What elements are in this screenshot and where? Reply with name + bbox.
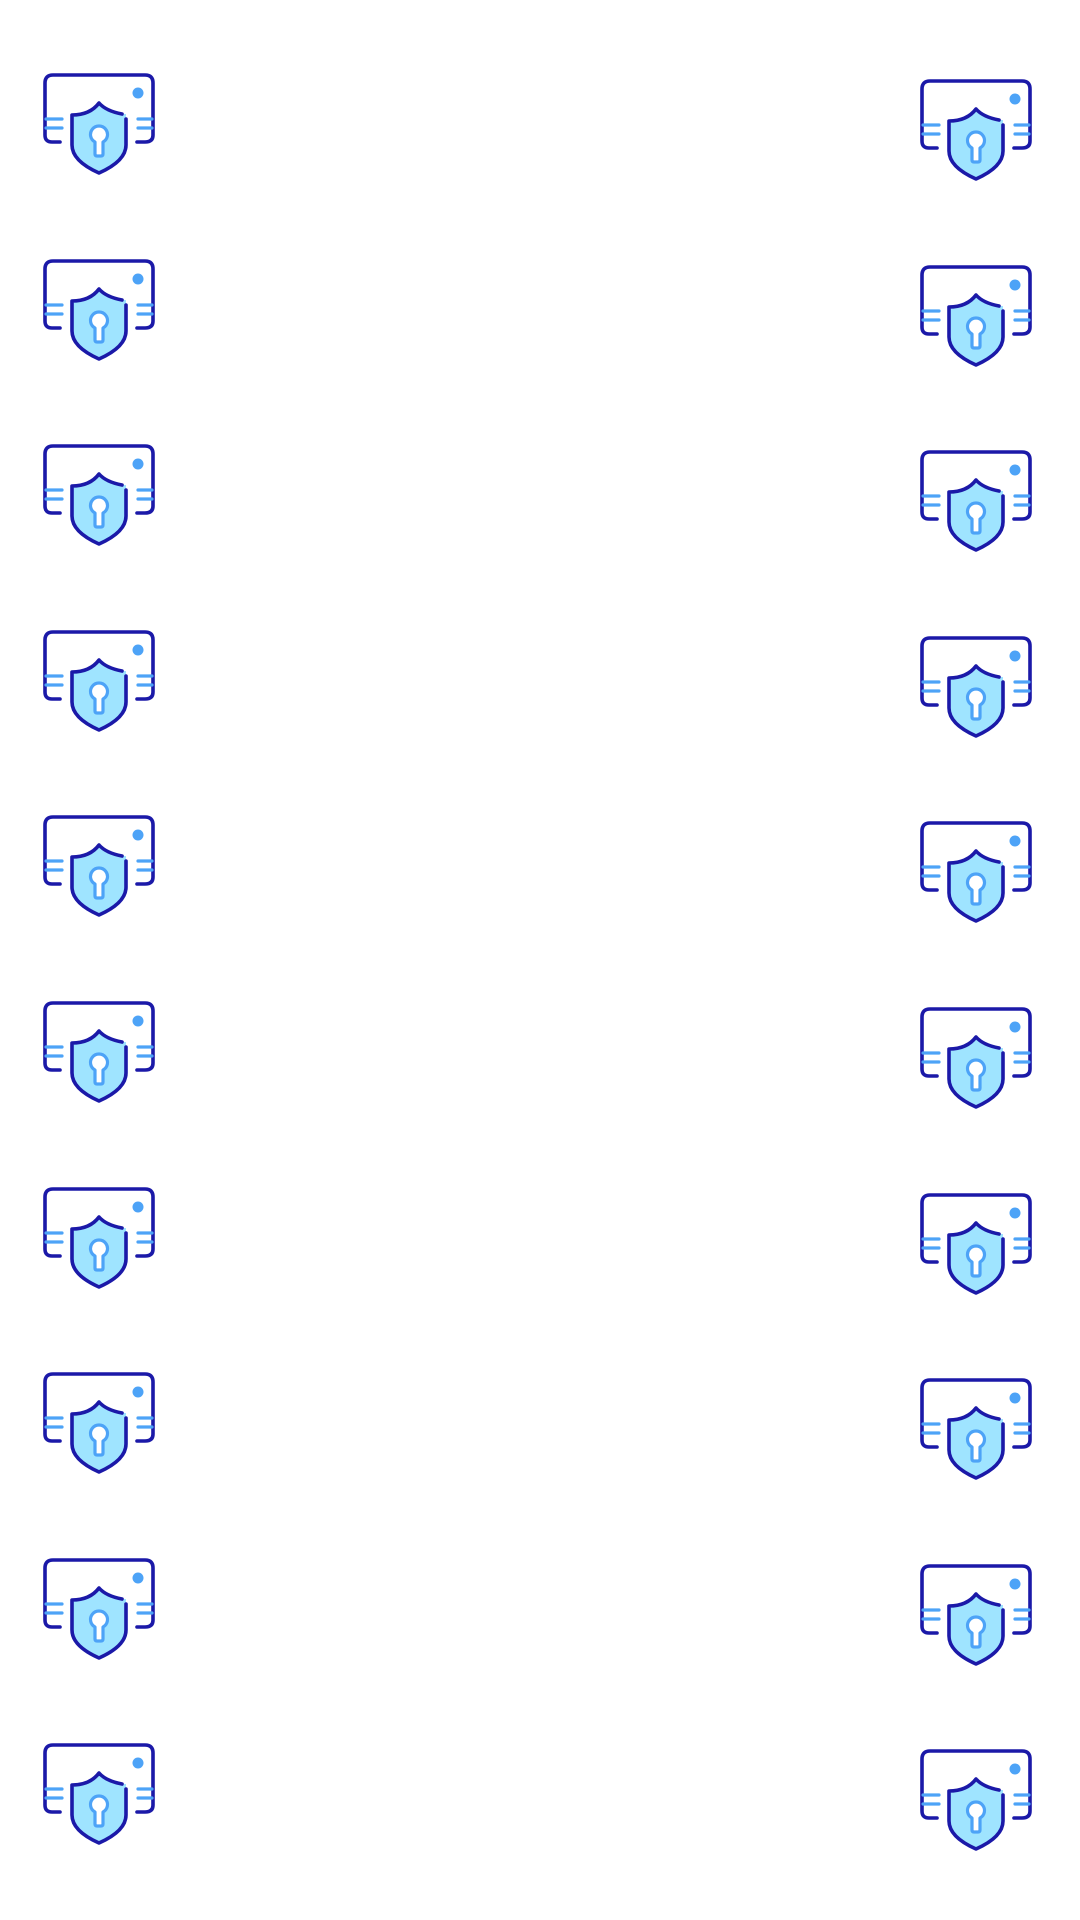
- card-shield-keyhole-icon: [43, 1001, 155, 1105]
- card-shield-keyhole-icon: [920, 1563, 1032, 1668]
- card-shield-keyhole-icon: [43, 444, 155, 548]
- card-shield-keyhole-icon: [43, 1186, 155, 1291]
- card-shield-keyhole-icon: [43, 1557, 155, 1662]
- card-shield-keyhole-icon: [920, 821, 1032, 925]
- card-shield-keyhole-icon: [43, 73, 155, 177]
- card-shield-keyhole-icon: [43, 1372, 155, 1476]
- card-shield-keyhole-icon: [920, 1378, 1032, 1482]
- card-shield-keyhole-icon: [43, 258, 155, 363]
- card-shield-keyhole-icon: [920, 79, 1032, 183]
- card-shield-keyhole-icon: [43, 815, 155, 919]
- card-shield-keyhole-icon: [920, 1192, 1032, 1297]
- card-shield-keyhole-icon: [920, 635, 1032, 740]
- card-shield-keyhole-icon: [920, 1007, 1032, 1111]
- card-shield-keyhole-icon: [920, 264, 1032, 369]
- card-shield-keyhole-icon: [43, 1743, 155, 1847]
- card-shield-keyhole-icon: [43, 629, 155, 734]
- card-shield-keyhole-icon: [920, 1749, 1032, 1853]
- card-shield-keyhole-icon: [920, 450, 1032, 554]
